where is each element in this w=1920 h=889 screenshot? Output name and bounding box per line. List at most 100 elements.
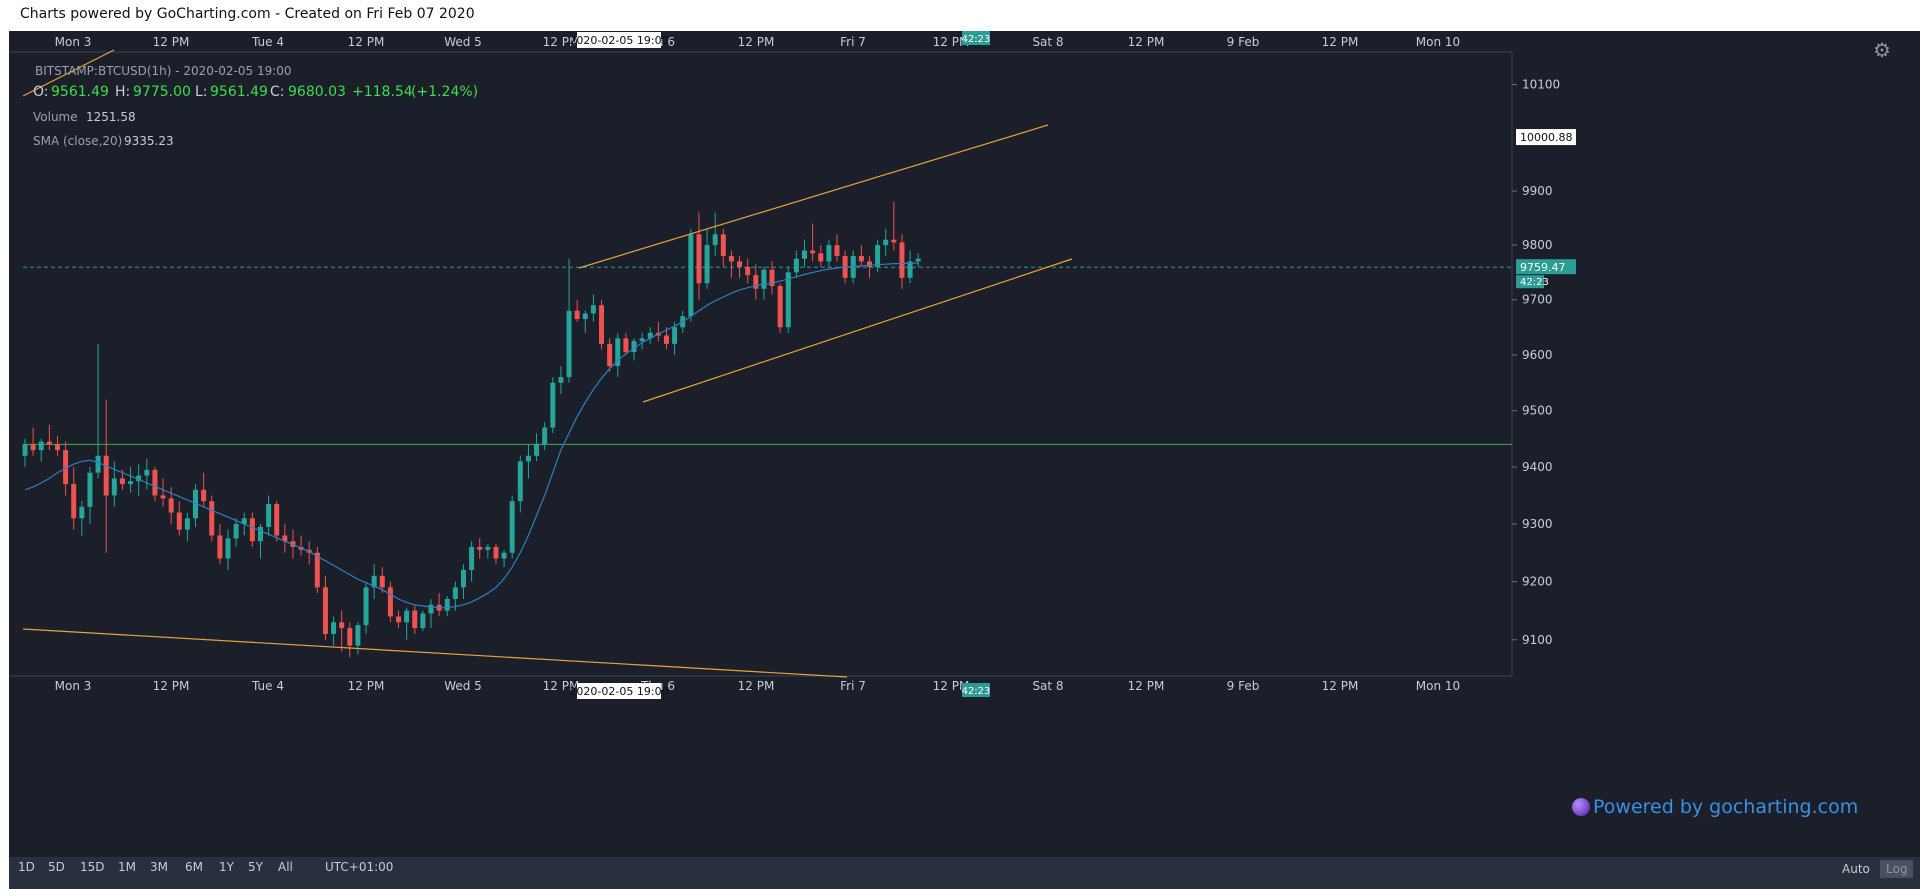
candle-body[interactable] bbox=[46, 441, 52, 445]
trend-line[interactable] bbox=[22, 49, 115, 97]
candle-body[interactable] bbox=[460, 570, 466, 588]
candle-body[interactable] bbox=[542, 427, 548, 445]
candle-body[interactable] bbox=[225, 538, 231, 559]
candle-body[interactable] bbox=[331, 622, 337, 634]
trend-line[interactable] bbox=[22, 628, 848, 678]
candle-body[interactable] bbox=[371, 575, 377, 588]
candle-body[interactable] bbox=[907, 261, 913, 278]
candle-body[interactable] bbox=[339, 622, 345, 629]
auto-scale-button[interactable]: Auto bbox=[1842, 862, 1870, 876]
candle-body[interactable] bbox=[631, 341, 637, 353]
candle-body[interactable] bbox=[420, 613, 426, 629]
candle-body[interactable] bbox=[818, 253, 824, 262]
candle-body[interactable] bbox=[363, 587, 369, 626]
candle-body[interactable] bbox=[241, 518, 247, 524]
candle-body[interactable] bbox=[168, 498, 174, 513]
candle-body[interactable] bbox=[152, 469, 158, 496]
candle-body[interactable] bbox=[550, 382, 556, 428]
candle-body[interactable] bbox=[387, 587, 393, 617]
candle-body[interactable] bbox=[720, 234, 726, 256]
log-scale-button[interactable]: Log bbox=[1880, 860, 1914, 878]
candle-body[interactable] bbox=[866, 261, 872, 267]
candle-body[interactable] bbox=[79, 506, 85, 519]
candle-body[interactable] bbox=[875, 245, 881, 267]
candle-body[interactable] bbox=[810, 250, 816, 254]
candle-body[interactable] bbox=[355, 625, 361, 646]
candle-body[interactable] bbox=[428, 604, 434, 614]
trend-line[interactable] bbox=[578, 124, 1049, 269]
chart-svg[interactable]: Mon 3 Mon 3 12 PM 12 PM Tue 4 Tue 4 12 PM 12 PM… bbox=[9, 31, 1920, 889]
candle-body[interactable] bbox=[891, 239, 897, 243]
candle-body[interactable] bbox=[209, 501, 215, 536]
candle-body[interactable] bbox=[274, 503, 280, 536]
candle-body[interactable] bbox=[119, 478, 125, 485]
candle-body[interactable] bbox=[915, 258, 921, 262]
period-button-15d[interactable]: 15D bbox=[80, 860, 105, 874]
candle-body[interactable] bbox=[144, 469, 150, 476]
candle-body[interactable] bbox=[95, 455, 101, 473]
candle-body[interactable] bbox=[184, 518, 190, 530]
period-button-1m[interactable]: 1M bbox=[118, 860, 136, 874]
powered-by[interactable]: Powered by gocharting.com bbox=[1572, 796, 1858, 818]
gear-icon[interactable]: ⚙ bbox=[1873, 40, 1891, 62]
candle-body[interactable] bbox=[233, 523, 239, 539]
candle-body[interactable] bbox=[534, 444, 540, 456]
candle-body[interactable] bbox=[379, 575, 385, 588]
sma-line[interactable] bbox=[24, 262, 919, 609]
candle-body[interactable] bbox=[452, 587, 458, 599]
candle-body[interactable] bbox=[217, 535, 223, 559]
candle-body[interactable] bbox=[71, 484, 77, 519]
candle-body[interactable] bbox=[38, 441, 44, 451]
candle-body[interactable] bbox=[412, 610, 418, 629]
candle-body[interactable] bbox=[785, 272, 791, 328]
candle-body[interactable] bbox=[558, 377, 564, 383]
period-button-5d[interactable]: 5D bbox=[48, 860, 65, 874]
candle-body[interactable] bbox=[22, 444, 28, 456]
candle-body[interactable] bbox=[111, 478, 117, 496]
candle-body[interactable] bbox=[54, 444, 60, 451]
candle-body[interactable] bbox=[103, 455, 109, 496]
period-button-1d[interactable]: 1D bbox=[18, 860, 35, 874]
period-button-all[interactable]: All bbox=[278, 860, 293, 874]
period-button-5y[interactable]: 5Y bbox=[248, 860, 263, 874]
candle-body[interactable] bbox=[249, 518, 255, 542]
candle-body[interactable] bbox=[160, 495, 166, 499]
candle-body[interactable] bbox=[883, 239, 889, 246]
candle-body[interactable] bbox=[753, 275, 759, 289]
timezone-label[interactable]: UTC+01:00 bbox=[325, 860, 394, 874]
candle-body[interactable] bbox=[607, 343, 613, 367]
candle-body[interactable] bbox=[322, 587, 328, 634]
candle-body[interactable] bbox=[777, 286, 783, 328]
candle-body[interactable] bbox=[623, 338, 629, 353]
candle-body[interactable] bbox=[599, 305, 605, 344]
candle-body[interactable] bbox=[858, 255, 864, 262]
candle-body[interactable] bbox=[396, 616, 402, 623]
candle-body[interactable] bbox=[282, 535, 288, 542]
candle-body[interactable] bbox=[525, 455, 531, 462]
candle-body[interactable] bbox=[712, 234, 718, 246]
candle-body[interactable] bbox=[201, 489, 207, 502]
candle-body[interactable] bbox=[509, 501, 515, 553]
candle-body[interactable] bbox=[769, 269, 775, 287]
candle-body[interactable] bbox=[737, 261, 743, 267]
candle-body[interactable] bbox=[696, 234, 702, 284]
period-button-1y[interactable]: 1Y bbox=[219, 860, 234, 874]
candle-body[interactable] bbox=[639, 338, 645, 342]
candle-body[interactable] bbox=[176, 512, 182, 530]
candle-body[interactable] bbox=[802, 250, 808, 259]
candle-body[interactable] bbox=[899, 242, 905, 278]
candle-body[interactable] bbox=[647, 332, 653, 339]
candle-body[interactable] bbox=[493, 546, 499, 559]
candle-body[interactable] bbox=[793, 258, 799, 273]
candle-body[interactable] bbox=[266, 503, 272, 527]
candle-body[interactable] bbox=[688, 234, 694, 317]
candle-body[interactable] bbox=[30, 444, 36, 451]
period-button-6m[interactable]: 6M bbox=[185, 860, 203, 874]
candle-body[interactable] bbox=[517, 461, 523, 502]
candle-body[interactable] bbox=[136, 475, 142, 482]
candle-body[interactable] bbox=[128, 481, 134, 485]
candle-body[interactable] bbox=[404, 610, 410, 623]
candle-body[interactable] bbox=[590, 305, 596, 314]
candle-body[interactable] bbox=[728, 255, 734, 262]
candle-body[interactable] bbox=[485, 546, 491, 550]
